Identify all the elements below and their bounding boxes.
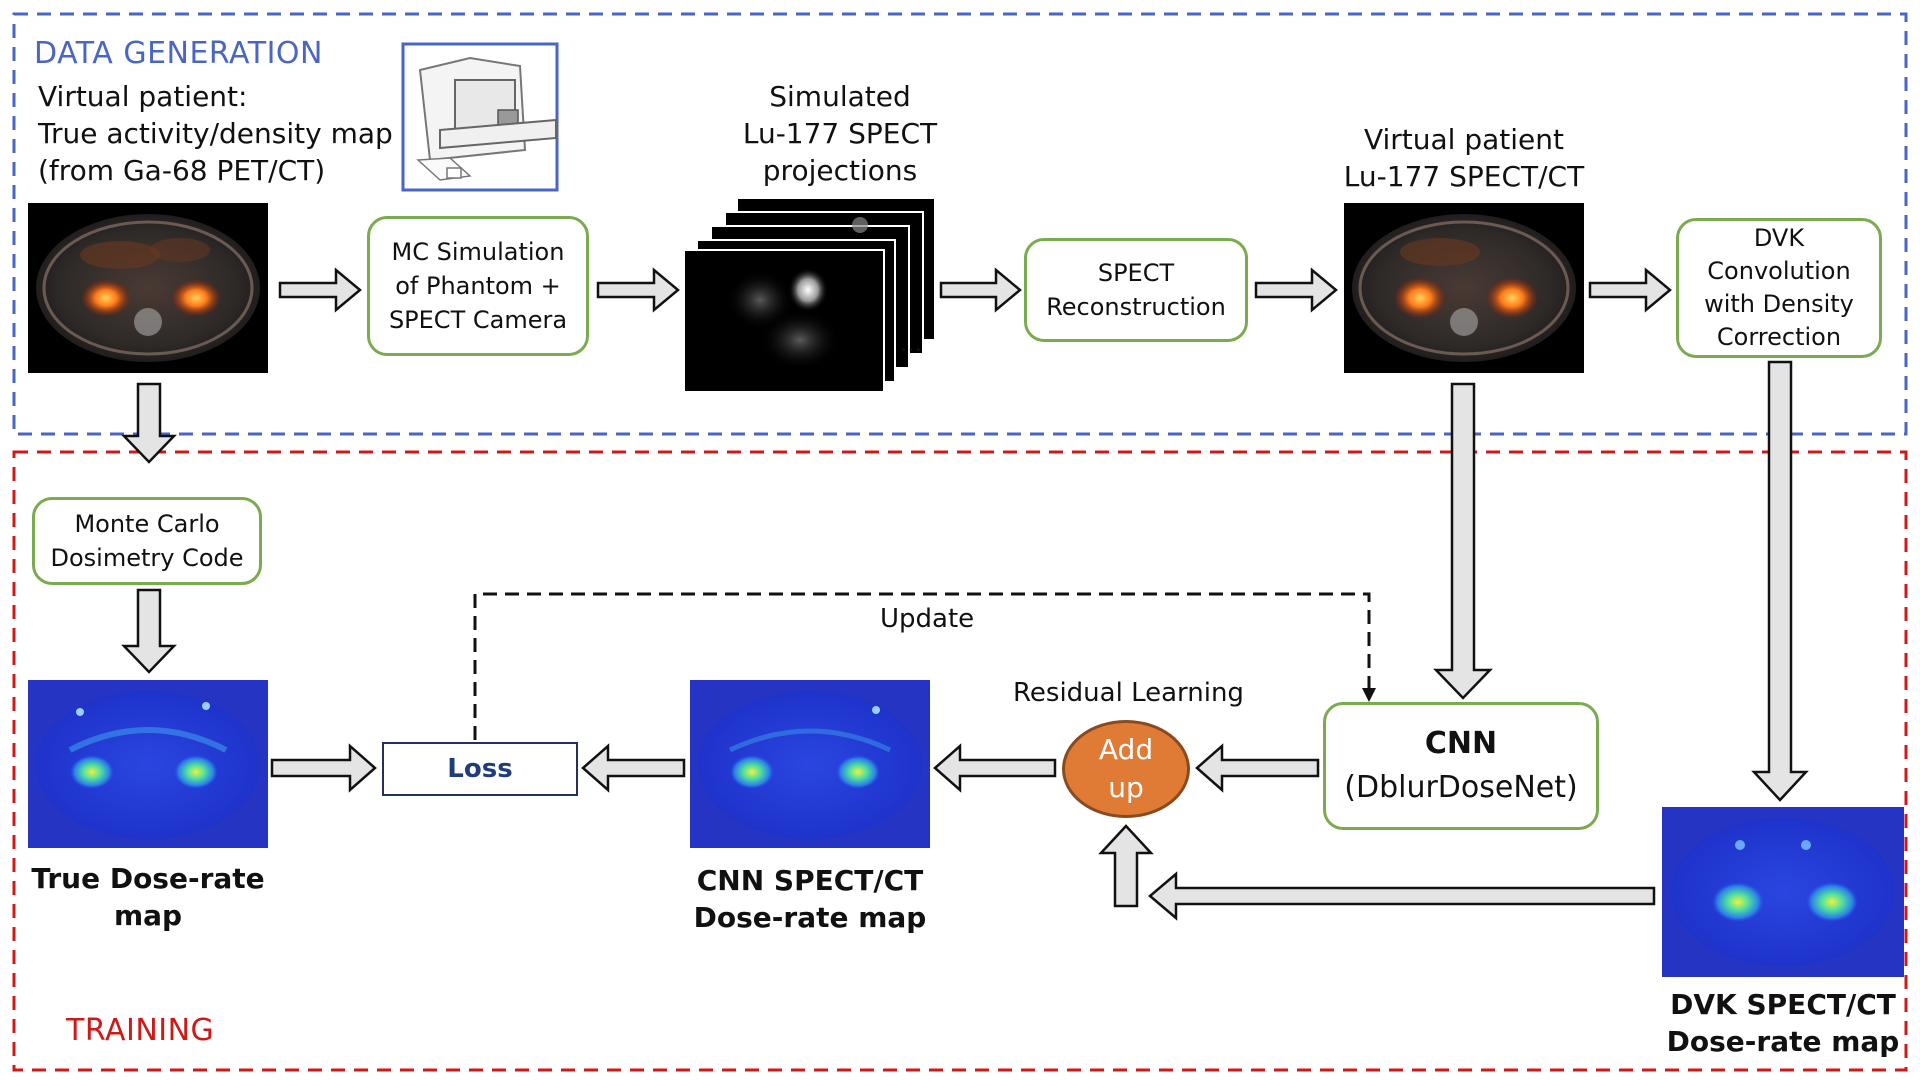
cnn-box: CNN (DblurDoseNet)	[1323, 702, 1599, 830]
projections-stack	[683, 197, 936, 393]
arrow-spect-to-cnn	[1433, 382, 1493, 700]
update-feedback	[473, 592, 1376, 740]
cnn-dose-label: CNN SPECT/CT Dose-rate map	[693, 864, 927, 934]
add-up-node: Add up	[1062, 720, 1190, 818]
simulated-projections-label: Simulated Lu-177 SPECT projections	[742, 80, 938, 187]
arrow-dvkmap-to-add	[1148, 871, 1656, 921]
spect-reconstruction-box: SPECT Reconstruction	[1024, 238, 1248, 342]
arrow-up-to-add	[1098, 824, 1154, 908]
arrows	[121, 267, 1809, 921]
arrow-proj-to-recon	[939, 267, 1022, 313]
arrow-recon-to-spect	[1254, 267, 1338, 313]
dvk-convolution-box: DVK Convolution with Density Correction	[1676, 218, 1882, 358]
virtual-patient-label: Virtual patient: True activity/density m…	[38, 80, 393, 187]
virtual-spect-label: Virtual patient Lu-177 SPECT/CT	[1343, 123, 1585, 193]
spect-ct-image	[1344, 203, 1584, 373]
arrow-dvk-to-dvkmap	[1751, 360, 1809, 802]
training-border	[12, 450, 1908, 1072]
arrow-pet-to-mc	[278, 267, 362, 313]
arrow-mcdose-to-true	[121, 588, 177, 674]
projections-ellipsis: …	[900, 332, 922, 357]
arrow-pet-to-mcdose	[121, 382, 177, 464]
arrow-true-to-loss	[270, 743, 377, 793]
residual-learning-label: Residual Learning	[1013, 678, 1244, 708]
arrow-add-to-cnnmap	[933, 743, 1057, 793]
monte-carlo-box: Monte Carlo Dosimetry Code	[32, 497, 262, 585]
cnn-dose-image	[690, 680, 930, 848]
update-label: Update	[880, 604, 975, 634]
data-generation-title: DATA GENERATION	[34, 36, 323, 71]
spect-camera-illustration	[401, 42, 559, 192]
true-dose-image	[28, 680, 268, 848]
dvk-dose-label: DVK SPECT/CT Dose-rate map	[1666, 988, 1900, 1058]
mc-simulation-box: MC Simulation of Phantom + SPECT Camera	[367, 216, 589, 356]
true-dose-label: True Dose-rate map	[31, 862, 265, 932]
arrow-cnnnet-to-add	[1195, 743, 1320, 793]
data-generation-border	[12, 12, 1908, 436]
arrow-cnn-to-loss	[581, 743, 686, 793]
training-title: TRAINING	[66, 1013, 215, 1048]
dvk-dose-image	[1662, 807, 1904, 977]
arrow-mc-to-proj	[596, 267, 680, 313]
loss-box: Loss	[382, 742, 578, 796]
arrow-spect-to-dvk	[1588, 267, 1672, 313]
pet-ct-image	[28, 203, 268, 373]
